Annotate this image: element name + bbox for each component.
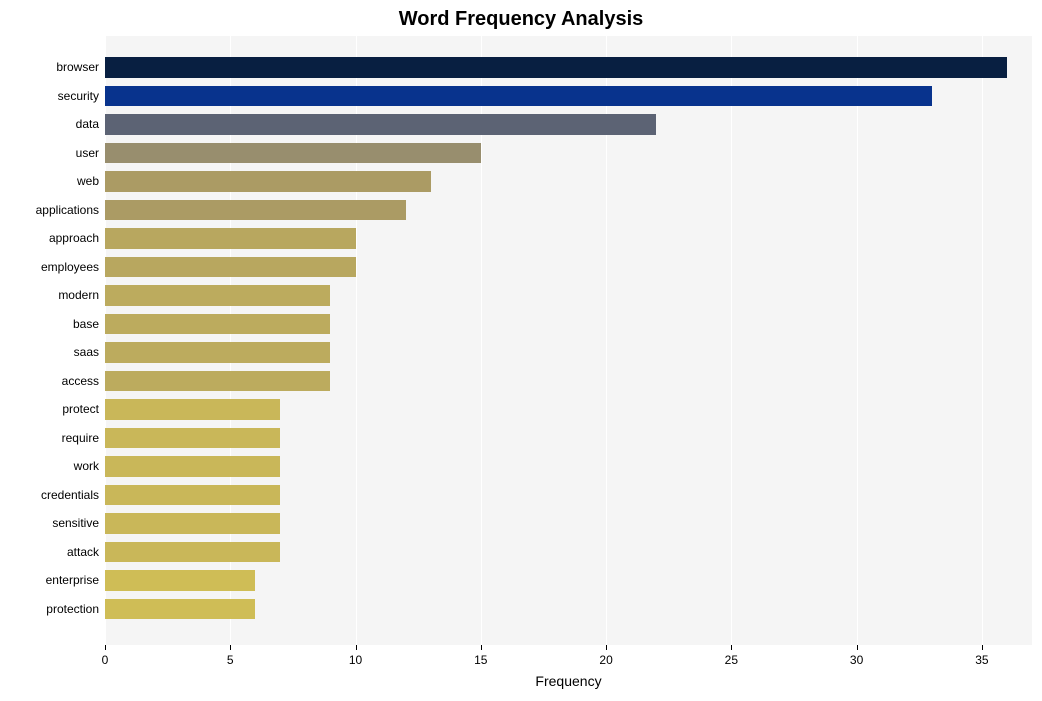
x-tick: [230, 645, 231, 650]
y-tick-label: modern: [58, 288, 99, 302]
y-tick-label: enterprise: [46, 573, 99, 587]
x-tick-label: 0: [102, 653, 109, 667]
y-tick-label: sensitive: [52, 516, 99, 530]
bar: [105, 456, 280, 477]
x-axis-label: Frequency: [105, 673, 1032, 689]
x-tick-label: 15: [474, 653, 487, 667]
y-tick-label: web: [77, 174, 99, 188]
y-tick-label: approach: [49, 231, 99, 245]
bar: [105, 86, 932, 107]
y-tick-label: browser: [56, 60, 99, 74]
bar: [105, 114, 656, 135]
y-tick-label: base: [73, 317, 99, 331]
grid-line: [731, 36, 732, 645]
y-tick-label: user: [76, 146, 99, 160]
bar: [105, 399, 280, 420]
x-tick-label: 20: [599, 653, 612, 667]
x-tick: [857, 645, 858, 650]
bar: [105, 285, 330, 306]
bar: [105, 570, 255, 591]
y-tick-label: data: [76, 117, 99, 131]
y-tick-label: employees: [41, 260, 99, 274]
bar: [105, 485, 280, 506]
bar: [105, 371, 330, 392]
y-tick-label: protection: [46, 602, 99, 616]
x-tick-label: 30: [850, 653, 863, 667]
x-tick-label: 10: [349, 653, 362, 667]
y-tick-label: protect: [62, 402, 99, 416]
bar: [105, 513, 280, 534]
bar: [105, 200, 406, 221]
bar: [105, 257, 356, 278]
y-tick-label: security: [58, 89, 99, 103]
x-tick: [356, 645, 357, 650]
bar: [105, 228, 356, 249]
bar: [105, 599, 255, 620]
chart-title: Word Frequency Analysis: [0, 8, 1042, 31]
bar: [105, 542, 280, 563]
y-tick-label: applications: [36, 203, 99, 217]
y-tick-label: work: [74, 459, 99, 473]
bar: [105, 143, 481, 164]
y-tick-label: attack: [67, 545, 99, 559]
y-tick-label: saas: [74, 345, 99, 359]
x-tick-label: 25: [725, 653, 738, 667]
word-frequency-chart: Word Frequency Analysis Frequency browse…: [0, 0, 1042, 701]
y-tick-label: require: [62, 431, 99, 445]
bar: [105, 57, 1007, 78]
plot-area: [105, 36, 1032, 645]
x-tick: [982, 645, 983, 650]
x-tick: [481, 645, 482, 650]
bar: [105, 342, 330, 363]
x-tick: [606, 645, 607, 650]
bar: [105, 428, 280, 449]
bar: [105, 314, 330, 335]
y-tick-label: access: [62, 374, 99, 388]
x-tick-label: 35: [975, 653, 988, 667]
y-tick-label: credentials: [41, 488, 99, 502]
x-tick: [731, 645, 732, 650]
grid-line: [982, 36, 983, 645]
bar: [105, 171, 431, 192]
x-tick: [105, 645, 106, 650]
grid-line: [857, 36, 858, 645]
x-tick-label: 5: [227, 653, 234, 667]
